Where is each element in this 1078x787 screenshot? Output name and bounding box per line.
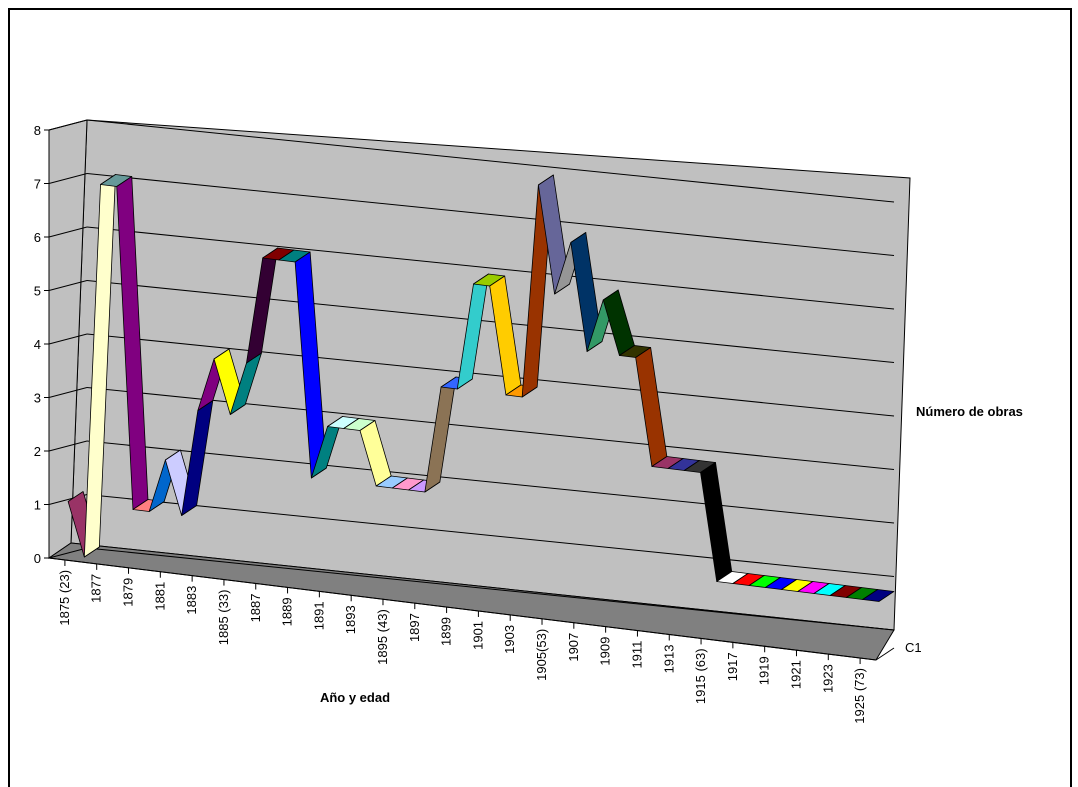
- gridline-side: [48, 226, 88, 238]
- x-axis-line: [48, 557, 877, 661]
- x-axis: 1875 (23) 1877 1879 1881 1883 1885 (33) 1887 18…: [57, 559, 867, 724]
- gridline-side: [48, 547, 88, 559]
- x-tick-label: 1897: [407, 613, 422, 642]
- x-tick-label: 1911: [629, 641, 644, 669]
- x-tick-label: 1915 (63): [693, 648, 708, 704]
- x-tick-label: 1885 (33): [216, 590, 231, 646]
- x-tick-label: 1889: [280, 597, 295, 626]
- gridline-side: [48, 280, 88, 291]
- x-tick-label: 1901: [470, 621, 485, 650]
- x-tick-label: 1887: [248, 594, 263, 623]
- x-tick-label: 1907: [566, 633, 581, 662]
- gridline-side: [48, 440, 88, 452]
- x-tick-label: 1899: [439, 617, 454, 646]
- gridline: [86, 226, 895, 310]
- y-tick-label: 4: [34, 337, 41, 352]
- data-ribbon: [67, 174, 895, 602]
- y-axis: 0 1 2 3 4 5 6 7 8: [34, 123, 49, 566]
- x-tick-label: 1913: [661, 645, 676, 674]
- y-tick-label: 2: [34, 444, 41, 459]
- gridline: [86, 280, 895, 363]
- y-tick-label: 5: [34, 284, 41, 299]
- gridline-side: [48, 387, 88, 398]
- y-tick-label: 8: [34, 123, 41, 138]
- gridline: [86, 440, 895, 524]
- x-tick-label: 1895 (43): [375, 609, 390, 665]
- x-axis-title: Año y edad: [320, 690, 390, 705]
- x-tick-label: 1891: [311, 601, 326, 630]
- x-tick-label: 1893: [343, 605, 358, 634]
- x-tick-label: 1923: [820, 664, 835, 693]
- x-tick-label: 1909: [598, 637, 613, 666]
- y-tick-label: 1: [34, 498, 41, 513]
- x-tick-label: 1883: [184, 586, 199, 615]
- gridline: [86, 333, 895, 417]
- x-tick-label: 1925 (73): [852, 668, 867, 724]
- x-tick-label: 1881: [152, 582, 167, 611]
- gridline-side: [48, 333, 88, 345]
- gridline: [86, 494, 895, 577]
- series-side-label: Número de obras: [916, 404, 1023, 419]
- y-tick-label: 7: [34, 177, 41, 192]
- x-tick-label: 1903: [502, 625, 517, 654]
- y-tick-label: 0: [34, 551, 41, 566]
- x-tick-label: 1921: [788, 660, 803, 689]
- x-tick-label: 1919: [757, 656, 772, 685]
- x-tick-label: 1905(53): [534, 629, 549, 681]
- x-tick-label: 1879: [121, 578, 136, 607]
- gridline: [86, 547, 895, 631]
- x-tick-label: 1875 (23): [57, 570, 72, 626]
- gridline: [86, 173, 895, 256]
- gridline: [86, 119, 895, 203]
- x-tick-label: 1877: [89, 574, 104, 603]
- gridline: [86, 387, 895, 470]
- gridlines: [48, 119, 895, 631]
- y-tick-label: 3: [34, 391, 41, 406]
- depth-axis-label: C1: [905, 640, 922, 655]
- ribbon-segment: [862, 589, 895, 602]
- y-tick-label: 6: [34, 230, 41, 245]
- gridline-side: [48, 119, 88, 131]
- x-tick-label: 1917: [725, 652, 740, 681]
- depth-axis-line: [875, 647, 895, 661]
- gridline-side: [48, 173, 88, 184]
